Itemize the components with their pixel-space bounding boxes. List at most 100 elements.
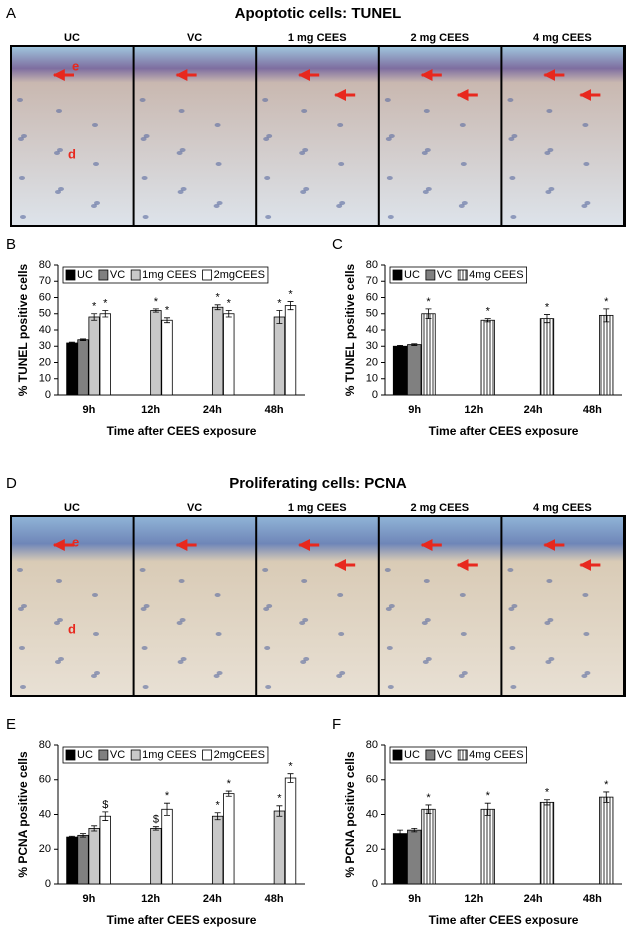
- tissue-cell: [460, 632, 467, 636]
- error-bar: [276, 805, 283, 817]
- section-title: Proliferating cells: PCNA: [229, 475, 407, 492]
- legend-label: VC: [110, 749, 125, 761]
- panel-letter: D: [6, 475, 17, 492]
- panel-letter: E: [6, 716, 16, 733]
- tissue-cell: [56, 579, 62, 583]
- y-axis-title: % PCNA positive cells: [343, 751, 357, 878]
- tissue-cell: [425, 187, 432, 191]
- y-tick-label: 0: [45, 878, 51, 890]
- error-bar: [68, 835, 75, 839]
- tissue-cell: [337, 593, 344, 597]
- tissue-cell: [548, 187, 555, 191]
- x-axis-title: Time after CEES exposure: [107, 424, 257, 438]
- tissue-cell: [424, 618, 431, 622]
- x-tick-label: 48h: [583, 404, 602, 416]
- marker-label: e: [72, 58, 79, 73]
- tissue-cell: [264, 176, 271, 180]
- tissue-cell: [93, 632, 99, 636]
- tissue-cell: [300, 190, 307, 194]
- tissue-cell: [94, 671, 100, 675]
- x-axis-title: Time after CEES exposure: [107, 913, 257, 927]
- tissue-cell: [20, 215, 26, 219]
- legend-swatch: [457, 269, 468, 281]
- tissue-cell: [387, 685, 394, 689]
- x-tick-label: 9h: [82, 404, 95, 416]
- significance-mark: *: [103, 297, 108, 309]
- bar: [66, 836, 78, 885]
- tissue-cell: [93, 162, 99, 166]
- tissue-cell: [139, 98, 146, 102]
- bar: [273, 810, 286, 885]
- tissue-cell: [54, 621, 60, 625]
- tissue-cell: [582, 593, 589, 597]
- error-bar: [425, 308, 432, 320]
- micrograph: [12, 47, 133, 225]
- tissue-cell: [302, 618, 309, 622]
- legend-swatch: [130, 749, 141, 761]
- tissue-cell: [216, 671, 223, 675]
- tissue-cell: [262, 98, 269, 102]
- x-tick-label: 24h: [524, 404, 543, 416]
- tissue-cell: [507, 98, 514, 102]
- legend-swatch: [65, 269, 76, 281]
- significance-mark: *: [486, 790, 491, 802]
- tissue-cell: [583, 162, 590, 166]
- micrograph: [257, 517, 378, 695]
- tissue-cell: [303, 657, 310, 661]
- x-tick-label: 24h: [524, 893, 543, 905]
- tissue-cell: [545, 660, 552, 664]
- legend-label: 4mg CEES: [469, 749, 523, 761]
- image-label: 4 mg CEES: [533, 32, 592, 44]
- tissue-cell: [18, 607, 24, 611]
- x-tick-label: 12h: [141, 404, 160, 416]
- tissue-cell: [91, 674, 97, 678]
- bar: [539, 801, 555, 885]
- tissue-cell: [508, 607, 515, 611]
- legend-label: VC: [437, 749, 452, 761]
- tissue-cell: [546, 579, 553, 583]
- bar: [539, 318, 555, 396]
- micrograph: [12, 517, 133, 695]
- legend-label: 2mgCEES: [214, 749, 265, 761]
- image-label: 1 mg CEES: [288, 502, 347, 514]
- tissue-cell: [458, 674, 465, 678]
- error-bar: [164, 802, 171, 816]
- tissue-cell: [180, 187, 187, 191]
- tissue-cell: [388, 134, 395, 138]
- tissue-cell: [20, 685, 26, 689]
- tissue-cell: [544, 621, 551, 625]
- tissue-cell: [302, 148, 309, 152]
- x-tick-label: 12h: [464, 893, 483, 905]
- legend-label: UC: [404, 269, 420, 281]
- bar: [407, 829, 422, 885]
- image-label: 2 mg CEES: [410, 32, 469, 44]
- bar: [161, 808, 173, 885]
- section-title: Apoptotic cells: TUNEL: [235, 5, 402, 22]
- y-tick-label: 60: [39, 291, 51, 303]
- bar: [480, 319, 495, 396]
- legend: UC VC 4mg CEES: [389, 266, 527, 284]
- marker-label: e: [72, 534, 79, 549]
- tissue-cell: [58, 187, 64, 191]
- tissue-cell: [141, 176, 148, 180]
- marker-label: d: [68, 146, 76, 161]
- legend-label: VC: [110, 269, 125, 281]
- tissue-cell: [338, 632, 345, 636]
- x-tick-label: 48h: [265, 404, 284, 416]
- tissue-cell: [17, 568, 23, 572]
- micrograph: [134, 517, 256, 695]
- significance-mark: $: [102, 799, 108, 811]
- y-tick-label: 30: [39, 340, 51, 352]
- tissue-cell: [583, 632, 590, 636]
- x-tick-label: 24h: [203, 893, 222, 905]
- error-bar: [276, 310, 283, 324]
- error-bar: [411, 828, 418, 833]
- x-tick-label: 12h: [464, 404, 483, 416]
- error-bar: [287, 773, 294, 783]
- y-axis-title: % PCNA positive cells: [16, 751, 30, 878]
- y-tick-label: 10: [39, 373, 51, 385]
- bar: [211, 815, 224, 885]
- tissue-cell: [57, 618, 63, 622]
- tissue-cell: [459, 123, 466, 127]
- tissue-cell: [180, 657, 187, 661]
